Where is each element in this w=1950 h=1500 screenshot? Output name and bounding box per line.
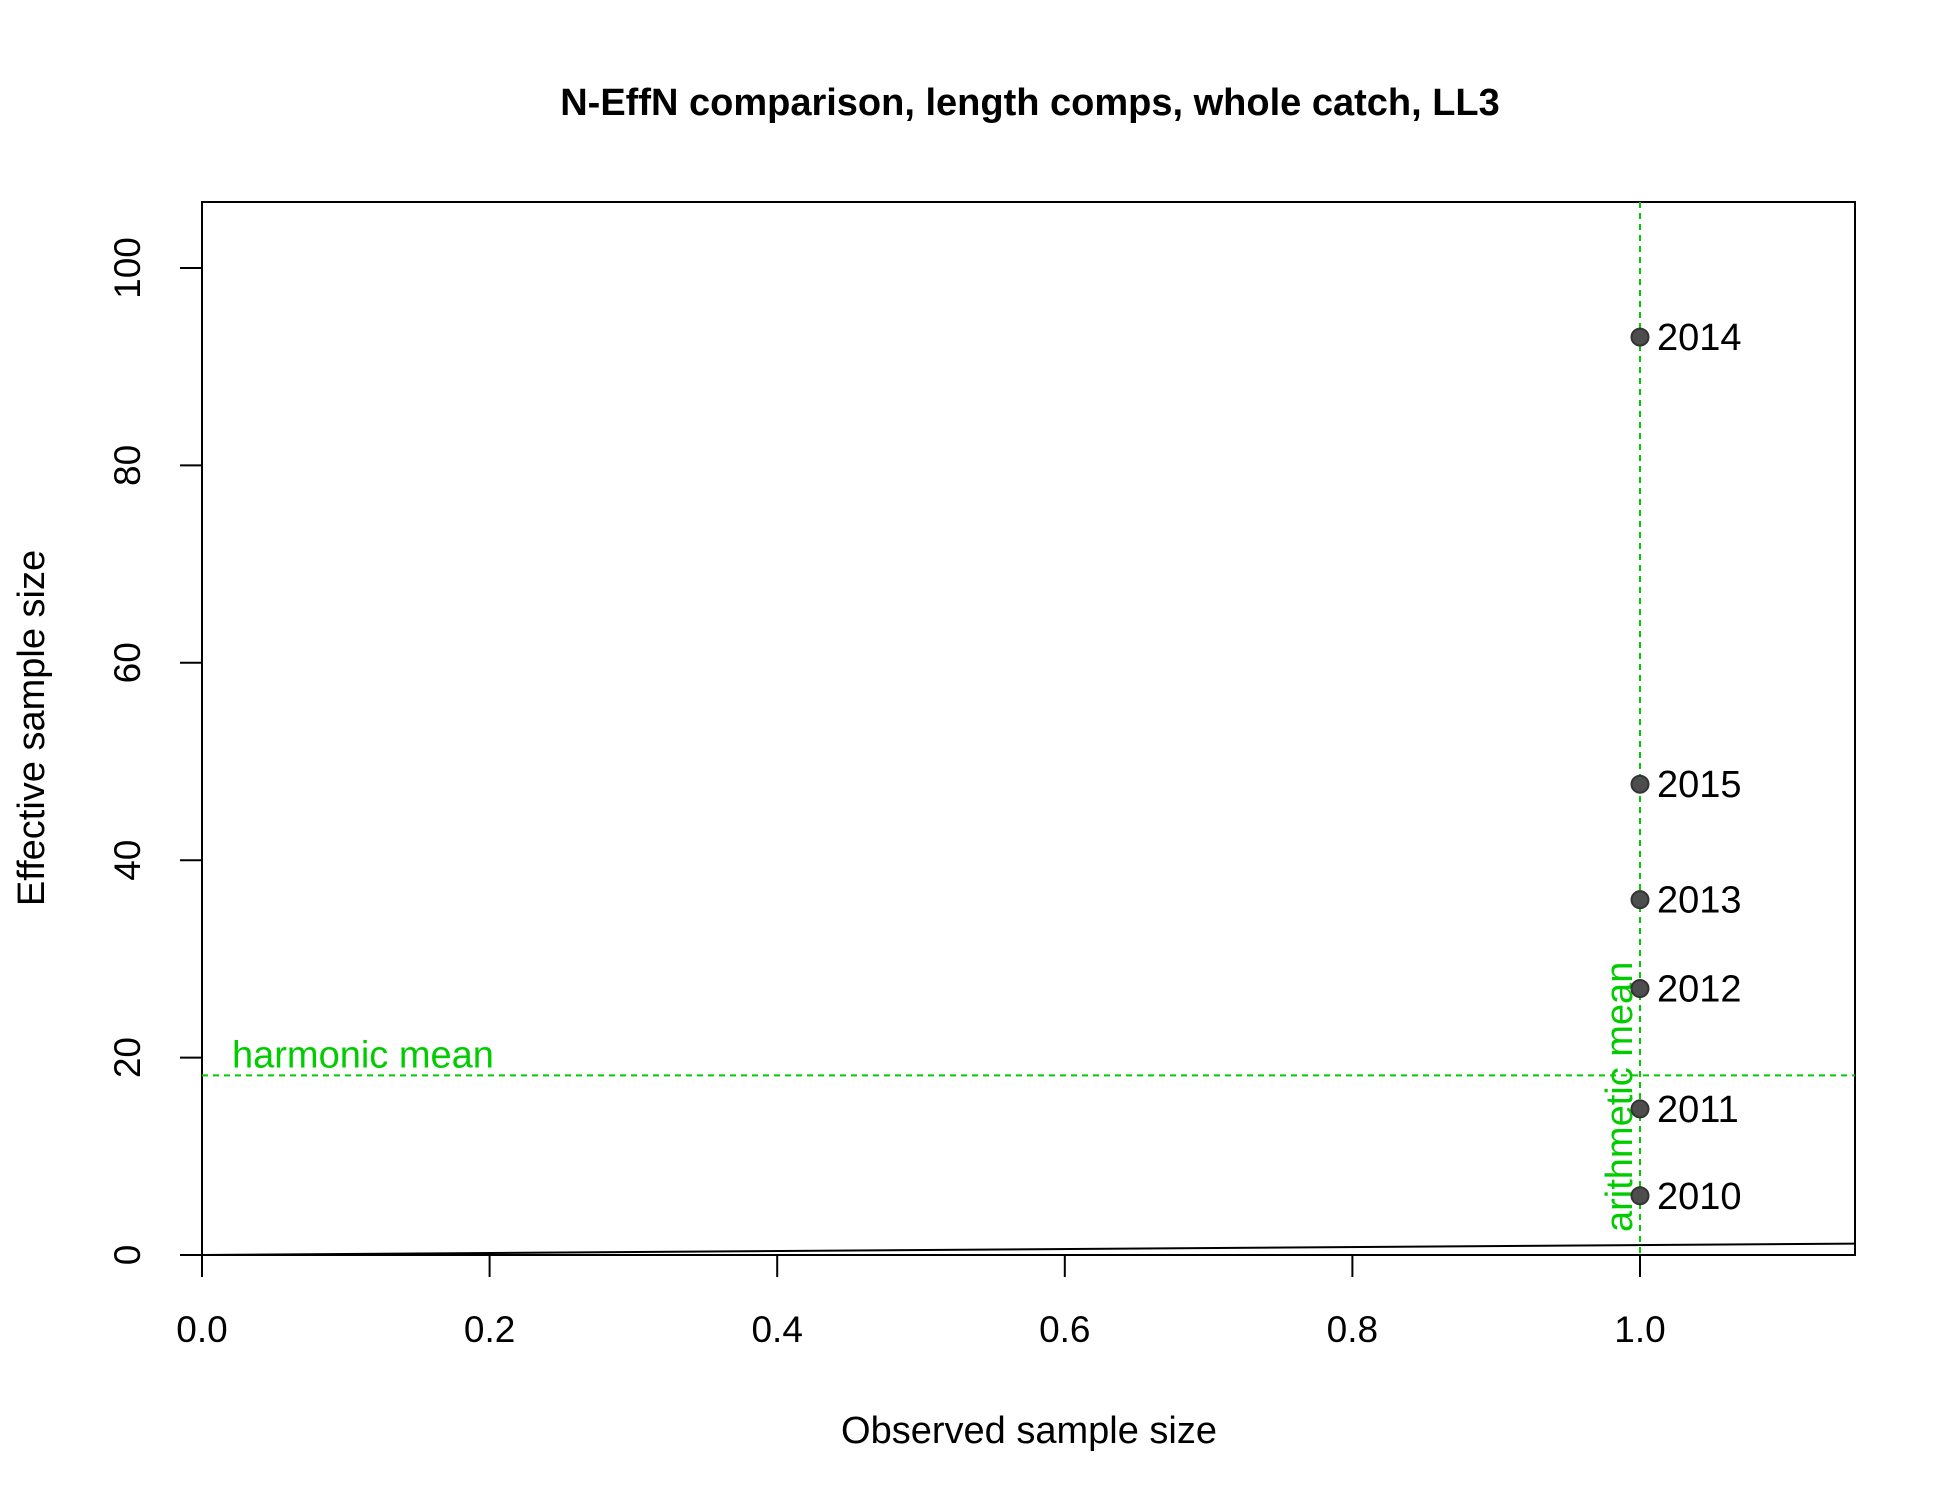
x-tick-label: 0.8 xyxy=(1327,1309,1378,1350)
data-point-label: 2011 xyxy=(1657,1089,1739,1131)
data-point-label: 2013 xyxy=(1657,880,1742,922)
x-axis-label: Observed sample size xyxy=(841,1410,1217,1452)
data-point xyxy=(1630,979,1650,999)
reference-lines: harmonic mean arithmetic mean xyxy=(201,202,1856,1256)
data-point-label: 2010 xyxy=(1657,1176,1742,1218)
y-tick-label: 60 xyxy=(107,642,148,683)
data-point-label: 2015 xyxy=(1657,764,1742,806)
y-axis-label: Effective sample size xyxy=(11,550,53,906)
arithmetic-mean-label: arithmetic mean xyxy=(1599,962,1641,1232)
data-point xyxy=(1630,1099,1650,1119)
x-tick-label: 1.0 xyxy=(1614,1309,1665,1350)
x-tick-label: 0.2 xyxy=(464,1309,515,1350)
y-tick-label: 0 xyxy=(107,1245,148,1266)
y-axis: 0 20 40 60 80 100 xyxy=(107,237,203,1266)
harmonic-mean-label: harmonic mean xyxy=(232,1034,494,1076)
chart-title: N-EffN comparison, length comps, whole c… xyxy=(560,82,1500,124)
data-point-label: 2014 xyxy=(1657,317,1742,359)
data-point xyxy=(1630,1186,1650,1206)
data-point-label: 2012 xyxy=(1657,969,1742,1011)
y-tick-label: 100 xyxy=(107,237,148,299)
y-tick-label: 40 xyxy=(107,840,148,881)
x-tick-label: 0.6 xyxy=(1039,1309,1090,1350)
y-tick-label: 20 xyxy=(107,1037,148,1078)
one-to-one-line xyxy=(201,1242,1856,1256)
data-point xyxy=(1630,327,1650,347)
data-points: 2010 2011 2012 2013 2014 2015 xyxy=(1630,317,1742,1218)
x-tick-label: 0.0 xyxy=(176,1309,227,1350)
y-tick-label: 80 xyxy=(107,445,148,486)
x-axis: 0.0 0.2 0.4 0.6 0.8 1.0 xyxy=(176,1254,1666,1350)
data-point xyxy=(1630,890,1650,910)
data-point xyxy=(1630,774,1650,794)
x-tick-label: 0.4 xyxy=(751,1309,802,1350)
